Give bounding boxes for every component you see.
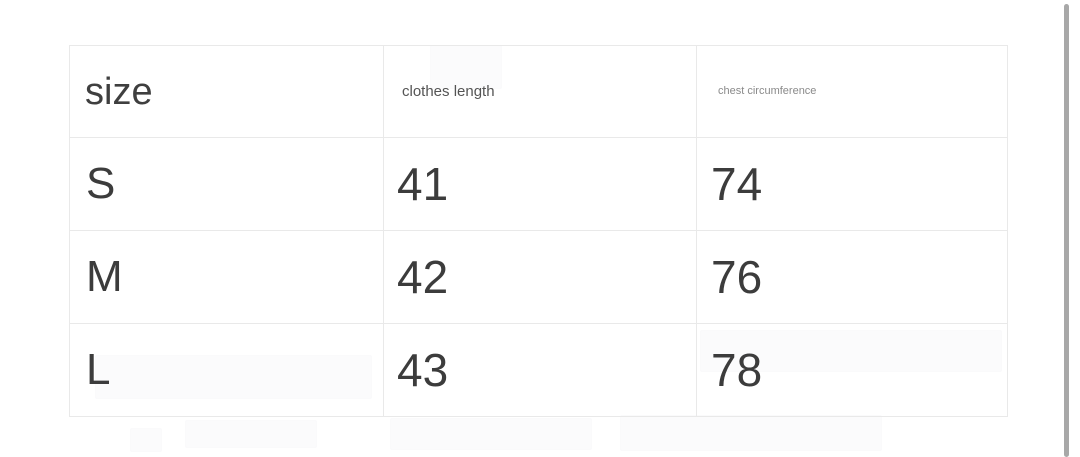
cell-size: M — [69, 230, 384, 324]
header-label-chest-circumference: chest circumference — [718, 85, 817, 97]
value-clothes-length: 41 — [397, 158, 449, 210]
header-cell-chest-circumference: chest circumference — [696, 45, 1008, 138]
value-chest-circumference: 78 — [711, 344, 763, 396]
cell-clothes-length: 42 — [383, 230, 697, 324]
table-header-row: size clothes length chest circumference — [69, 45, 1008, 138]
header-cell-clothes-length: clothes length — [383, 45, 697, 138]
watermark-shape — [130, 428, 162, 452]
header-label-clothes-length: clothes length — [402, 83, 495, 100]
header-label-size: size — [85, 70, 153, 113]
table-row: S 41 74 — [69, 137, 1008, 231]
cell-chest-circumference: 74 — [696, 137, 1008, 231]
value-size: L — [86, 345, 111, 394]
cell-clothes-length: 41 — [383, 137, 697, 231]
size-chart-table: size clothes length chest circumference … — [69, 45, 1008, 417]
watermark-shape — [185, 420, 317, 448]
value-clothes-length: 42 — [397, 251, 449, 303]
table-row: L 43 78 — [69, 323, 1008, 417]
page-scrollbar-thumb[interactable] — [1064, 4, 1069, 457]
cell-size: S — [69, 137, 384, 231]
watermark-shape — [390, 418, 592, 450]
value-chest-circumference: 76 — [711, 251, 763, 303]
table-row: M 42 76 — [69, 230, 1008, 324]
header-cell-size: size — [69, 45, 384, 138]
cell-clothes-length: 43 — [383, 323, 697, 417]
value-size: M — [86, 252, 123, 301]
cell-size: L — [69, 323, 384, 417]
value-size: S — [86, 159, 116, 208]
value-chest-circumference: 74 — [711, 158, 763, 210]
cell-chest-circumference: 78 — [696, 323, 1008, 417]
cell-chest-circumference: 76 — [696, 230, 1008, 324]
watermark-shape — [620, 415, 882, 451]
value-clothes-length: 43 — [397, 344, 449, 396]
